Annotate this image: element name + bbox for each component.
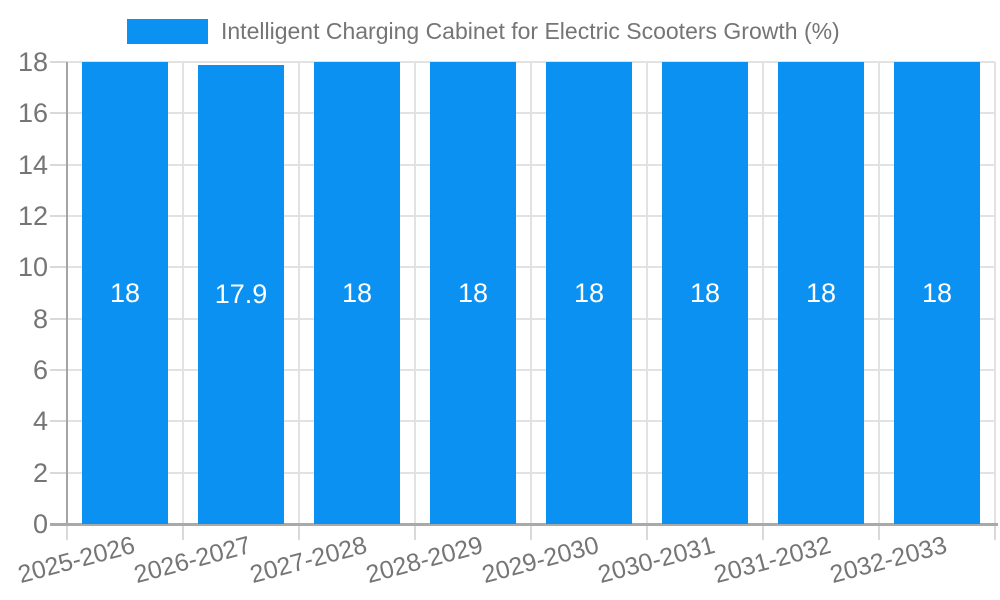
x-tick-label: 2031-2032 [711,531,835,589]
bar-value-label: 18 [805,277,837,308]
x-tick-label: 2029-2030 [479,531,603,589]
legend-label: Intelligent Charging Cabinet for Electri… [221,18,840,44]
bar: 17.9 [198,65,284,524]
legend: Intelligent Charging Cabinet for Electri… [127,18,840,45]
bar: 18 [314,62,400,524]
bar: 18 [546,62,632,524]
y-tick-label: 0 [32,509,48,539]
bar-value-label: 18 [457,277,489,308]
x-axis-tick [878,524,880,540]
bar: 18 [778,62,864,524]
x-tick-label: 2027-2028 [247,531,371,589]
x-axis-tick [994,524,996,540]
y-tick-label: 10 [17,252,48,283]
y-tick-label: 18 [17,47,48,77]
y-axis-tick [50,317,67,320]
x-tick-label: 2030-2031 [595,531,719,589]
x-axis-tick [762,524,764,540]
legend-swatch [127,19,208,44]
bar: 18 [894,62,980,524]
bar-value-label: 17.9 [214,279,268,309]
y-axis-tick [50,61,67,63]
y-tick-label: 2 [32,457,48,488]
x-axis-tick [530,524,532,540]
gridline-vertical [182,62,184,524]
x-tick-label: 2026-2027 [131,531,255,589]
gridline-vertical [414,62,416,524]
gridline-vertical [878,62,880,524]
y-tick-label: 4 [32,406,48,437]
bar-value-label: 18 [341,277,373,308]
bar-value-label: 18 [921,277,953,308]
x-axis-tick [66,524,68,540]
y-tick-label: 6 [32,355,48,385]
gridline-vertical [530,62,532,524]
y-axis-tick [50,163,67,166]
bar: 18 [82,62,168,524]
gridline-vertical [298,62,300,524]
x-axis-tick [182,524,184,540]
x-axis-line [50,523,998,526]
y-tick-label: 16 [17,98,48,129]
x-axis-tick [646,524,648,540]
y-tick-label: 8 [32,303,48,334]
y-axis-tick [50,420,67,423]
y-axis-tick [50,471,67,474]
x-axis-tick [298,524,300,540]
y-axis-tick [50,266,67,269]
y-axis-line [66,62,68,524]
y-tick-label: 14 [17,149,48,180]
x-axis-tick [414,524,416,540]
gridline-vertical [762,62,764,524]
plot-area: 18 17.9 18 18 18 18 18 18 [67,62,995,524]
bar: 18 [430,62,516,524]
x-tick-label: 2028-2029 [363,531,487,589]
y-tick-label: 12 [17,201,48,231]
gridline-vertical [646,62,648,524]
bar-value-label: 18 [573,277,605,308]
y-axis-tick [50,215,67,217]
y-axis-tick [50,369,67,371]
x-tick-label: 2032-2033 [827,531,951,589]
bar: 18 [662,62,748,524]
bar-value-label: 18 [689,277,721,308]
y-axis-tick [50,112,67,115]
gridline-vertical [994,62,996,524]
bar-value-label: 18 [109,277,141,308]
